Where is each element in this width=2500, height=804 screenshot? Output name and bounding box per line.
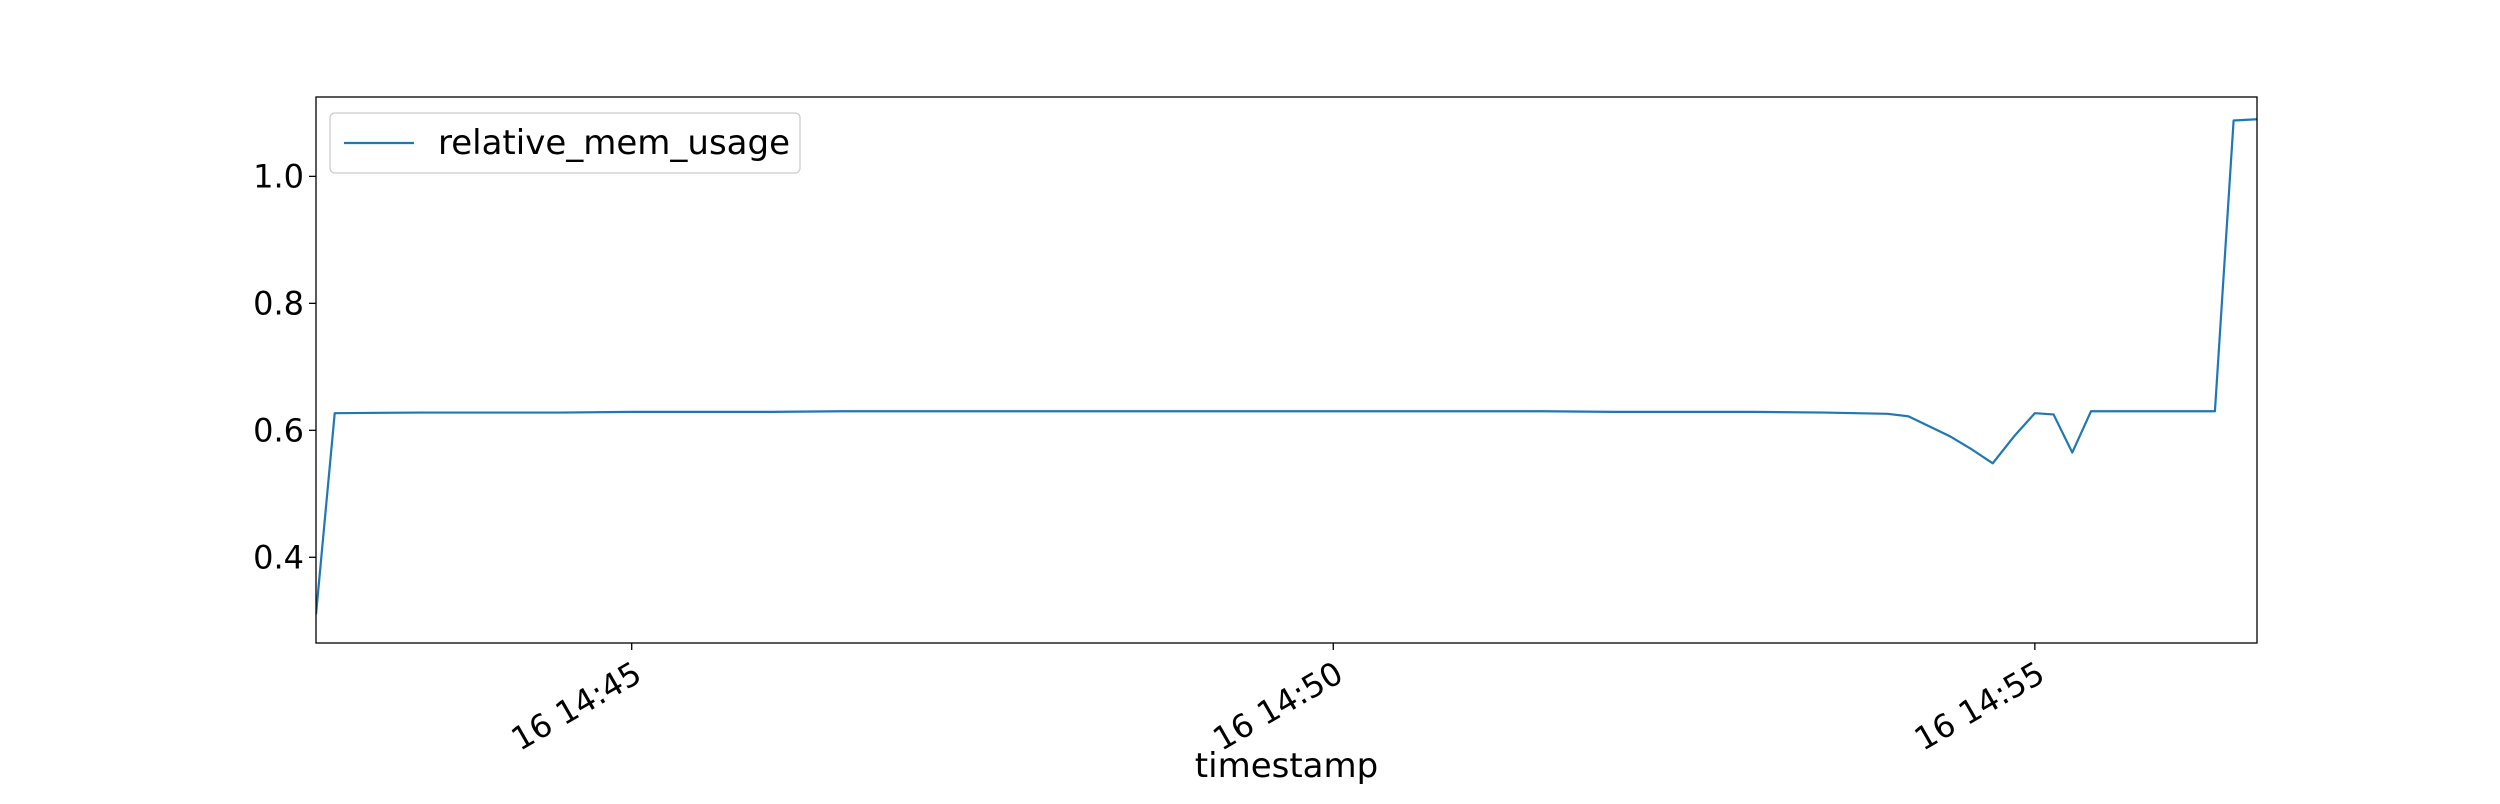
plot-frame [315, 96, 2258, 644]
y-tick-label: 0.6 [253, 411, 304, 449]
x-axis-label: timestamp [1195, 746, 1378, 786]
y-tick-label: 1.0 [253, 157, 304, 195]
legend-label: relative_mem_usage [438, 123, 790, 163]
series-line-relative-mem-usage [316, 118, 2257, 615]
y-tick-label: 0.8 [253, 284, 304, 322]
legend: relative_mem_usage [329, 112, 801, 174]
y-tick-label: 0.4 [253, 538, 304, 576]
legend-box [329, 112, 801, 174]
plot-area [316, 118, 2257, 615]
